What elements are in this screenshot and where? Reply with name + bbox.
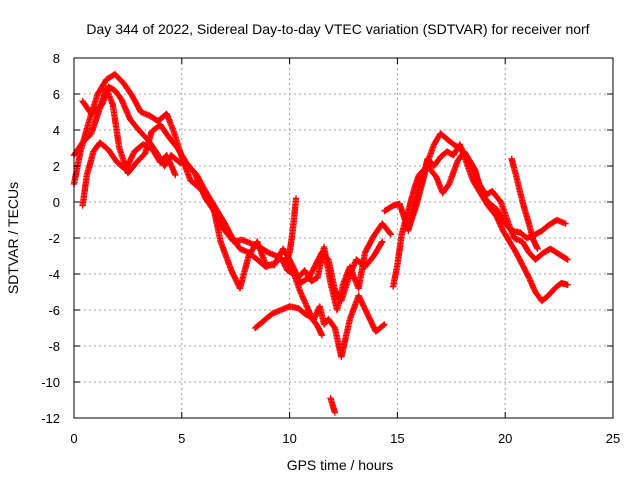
- series-markers: [251, 303, 326, 339]
- y-tick-label: -12: [41, 411, 60, 426]
- series-markers: [508, 155, 541, 252]
- series-track-6: [282, 195, 300, 267]
- x-tick-label: 20: [498, 431, 512, 446]
- chart-title: Day 344 of 2022, Sidereal Day-to-day VTE…: [86, 21, 589, 37]
- y-tick-label: -8: [48, 339, 60, 354]
- y-tick-label: -6: [48, 303, 60, 318]
- x-axis-label: GPS time / hours: [287, 457, 394, 473]
- axis-ticks: 0 5 10 15 20 25 -12 -10 -8 -6 -4 -2 0 2 4 6 8: [41, 51, 620, 446]
- y-tick-label: 6: [53, 87, 60, 102]
- series-track-11: [508, 155, 541, 252]
- x-tick-label: 25: [606, 431, 620, 446]
- y-tick-label: 2: [53, 159, 60, 174]
- y-axis-label: SDTVAR / TECUs: [5, 182, 21, 294]
- series-markers: [282, 195, 300, 267]
- y-tick-label: 8: [53, 51, 60, 66]
- series-markers: [405, 141, 571, 305]
- y-tick-label: 4: [53, 123, 60, 138]
- y-tick-label: -2: [48, 231, 60, 246]
- data-series: [70, 71, 571, 416]
- x-tick-label: 10: [282, 431, 296, 446]
- series-markers: [79, 139, 179, 209]
- series-track-3: [79, 83, 386, 305]
- series-track-4: [79, 139, 179, 209]
- y-tick-label: -4: [48, 267, 60, 282]
- x-tick-label: 0: [70, 431, 77, 446]
- series-track-10: [405, 141, 571, 305]
- series-markers: [327, 395, 339, 416]
- x-tick-label: 5: [178, 431, 185, 446]
- series-track-7: [327, 395, 339, 416]
- x-tick-label: 15: [390, 431, 404, 446]
- series-markers: [79, 83, 386, 305]
- series-track-5: [251, 303, 326, 339]
- y-tick-label: -10: [41, 375, 60, 390]
- y-tick-label: 0: [53, 195, 60, 210]
